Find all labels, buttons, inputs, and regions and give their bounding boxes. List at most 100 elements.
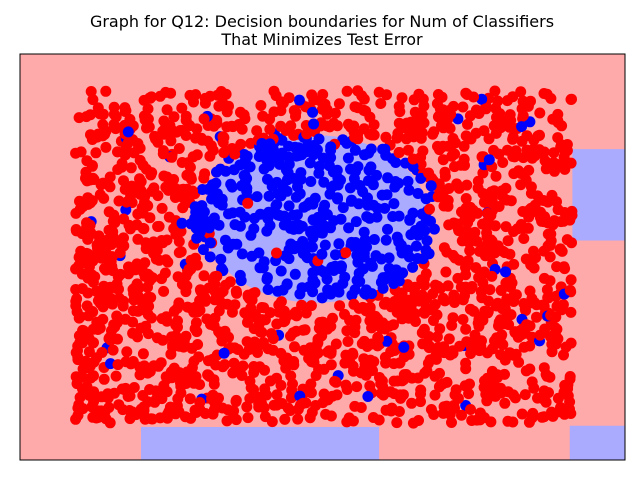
- data-point-red: [355, 402, 367, 413]
- data-point-red: [561, 234, 573, 246]
- data-point-red: [285, 330, 296, 342]
- data-point-red: [90, 147, 102, 159]
- data-point-red: [176, 157, 188, 168]
- data-point-red: [452, 272, 464, 284]
- data-point-red: [465, 341, 477, 353]
- data-point-blue: [420, 193, 432, 205]
- data-point-red: [305, 378, 317, 390]
- data-point-red: [565, 306, 577, 318]
- data-point-red: [305, 300, 317, 312]
- data-point-blue: [318, 176, 330, 188]
- data-point-red: [380, 404, 392, 416]
- data-point-blue: [380, 234, 392, 246]
- data-point-red: [348, 365, 359, 377]
- data-point-red: [174, 340, 186, 352]
- data-point-red: [383, 320, 395, 332]
- data-point-red: [477, 188, 489, 199]
- data-point-red: [446, 138, 458, 150]
- data-point-red: [434, 185, 446, 197]
- data-point-blue: [295, 173, 307, 185]
- data-point-red: [532, 130, 544, 142]
- data-point-red: [440, 266, 452, 278]
- data-point-blue: [328, 215, 340, 227]
- data-point-red: [193, 351, 205, 363]
- data-point-red: [289, 341, 300, 353]
- data-point-red: [176, 102, 188, 114]
- data-point-red: [439, 170, 451, 182]
- data-point-red: [217, 285, 229, 297]
- data-point-red: [493, 148, 505, 160]
- data-point-blue: [256, 138, 268, 149]
- data-point-red: [81, 381, 93, 393]
- data-point-red: [111, 310, 123, 322]
- data-point-blue: [307, 232, 319, 244]
- data-point-red: [239, 113, 251, 125]
- data-point-red: [229, 299, 241, 311]
- data-point-red: [236, 370, 248, 381]
- data-point-red: [402, 144, 414, 156]
- data-point-blue: [238, 149, 250, 160]
- data-point-red: [124, 113, 136, 125]
- data-point-red: [133, 141, 145, 153]
- data-point-red: [457, 101, 469, 113]
- data-point-red: [150, 393, 162, 405]
- data-point-blue: [296, 243, 308, 255]
- data-point-red: [393, 117, 405, 129]
- data-point-blue: [253, 151, 265, 162]
- data-point-red: [508, 296, 520, 307]
- data-point-red: [502, 235, 514, 247]
- data-point-red: [437, 154, 449, 166]
- data-point-red: [104, 181, 116, 193]
- data-point-red: [220, 88, 232, 100]
- data-point-red: [460, 323, 472, 335]
- data-point-red: [519, 389, 531, 401]
- data-point-red: [398, 351, 410, 363]
- data-point-red: [487, 390, 499, 402]
- data-point-red: [520, 174, 532, 186]
- data-point-blue: [410, 240, 422, 252]
- data-point-red: [70, 295, 82, 307]
- data-point-blue: [332, 172, 344, 184]
- data-point-red: [517, 95, 529, 107]
- data-point-red: [150, 133, 161, 145]
- data-point-red: [413, 415, 424, 426]
- data-point-blue: [311, 216, 323, 228]
- data-point-red: [173, 143, 185, 154]
- data-point-red: [483, 295, 494, 307]
- data-point-red: [182, 266, 194, 278]
- data-point-red: [493, 320, 504, 332]
- data-point-blue: [228, 164, 240, 176]
- data-point-red: [190, 89, 202, 101]
- data-point-red: [392, 375, 404, 387]
- data-point-red: [538, 146, 550, 158]
- data-point-red: [199, 292, 211, 304]
- data-point-red: [165, 348, 177, 360]
- data-point-red: [525, 259, 537, 271]
- data-point-red: [82, 233, 94, 245]
- data-point-red: [104, 171, 116, 183]
- data-point-red: [464, 303, 476, 315]
- data-point-red: [482, 207, 494, 219]
- data-point-blue: [229, 219, 241, 231]
- data-point-red: [280, 125, 292, 136]
- data-point-red: [552, 108, 564, 120]
- region-bottom-band: [141, 427, 380, 460]
- data-point-red: [449, 252, 461, 264]
- data-point-red: [292, 413, 304, 425]
- data-point-red: [367, 365, 378, 376]
- data-point-red: [99, 285, 111, 297]
- data-point-red: [348, 298, 360, 310]
- data-point-blue: [309, 192, 321, 204]
- data-point-blue: [264, 220, 276, 231]
- data-point-red: [460, 357, 472, 369]
- data-point-red: [462, 118, 473, 130]
- data-point-red: [521, 144, 533, 156]
- data-point-red: [251, 125, 263, 137]
- data-point-red: [524, 285, 536, 297]
- data-point-red: [517, 110, 529, 122]
- data-point-blue: [204, 251, 216, 263]
- data-point-red: [460, 193, 472, 204]
- data-point-red: [241, 309, 253, 320]
- data-point-blue: [379, 202, 391, 214]
- data-point-red: [132, 290, 144, 301]
